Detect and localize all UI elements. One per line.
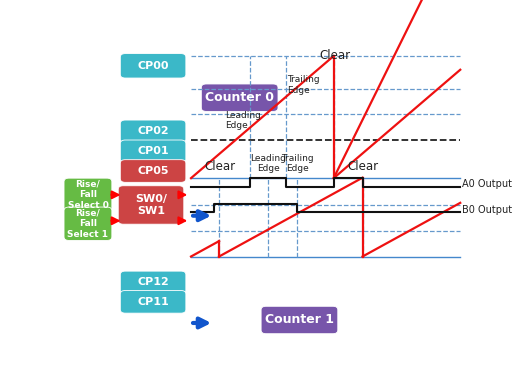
Text: Leading
Edge: Leading Edge [225, 111, 261, 130]
FancyBboxPatch shape [201, 84, 278, 111]
FancyBboxPatch shape [64, 207, 112, 240]
Text: CP05: CP05 [137, 166, 169, 176]
Text: Rise/
Fall
Select 1: Rise/ Fall Select 1 [68, 209, 109, 239]
FancyBboxPatch shape [120, 120, 186, 143]
Text: Clear: Clear [319, 50, 350, 62]
FancyBboxPatch shape [120, 53, 186, 78]
Text: Clear: Clear [348, 160, 379, 173]
FancyBboxPatch shape [64, 178, 112, 212]
Text: CP01: CP01 [137, 146, 169, 156]
Text: CP00: CP00 [137, 61, 169, 71]
FancyBboxPatch shape [261, 306, 338, 334]
Text: CP02: CP02 [137, 127, 169, 136]
Text: Trailing
Edge: Trailing Edge [281, 154, 314, 173]
Text: Counter 1: Counter 1 [265, 313, 334, 327]
Text: CP11: CP11 [137, 297, 169, 307]
Text: Rise/
Fall
Select 0: Rise/ Fall Select 0 [68, 180, 109, 210]
Text: CP12: CP12 [137, 277, 169, 288]
FancyBboxPatch shape [120, 271, 186, 294]
FancyBboxPatch shape [120, 140, 186, 163]
FancyBboxPatch shape [120, 160, 186, 182]
Text: Clear: Clear [204, 160, 236, 173]
Text: Trailing
Edge: Trailing Edge [287, 75, 320, 95]
FancyBboxPatch shape [120, 291, 186, 313]
Text: Counter 0: Counter 0 [205, 91, 274, 104]
FancyBboxPatch shape [118, 186, 184, 224]
Text: B0 Output: B0 Output [462, 205, 512, 215]
Text: Leading
Edge: Leading Edge [251, 154, 286, 173]
Text: SW0/
SW1: SW0/ SW1 [135, 194, 167, 216]
Text: A0 Output: A0 Output [462, 178, 512, 188]
